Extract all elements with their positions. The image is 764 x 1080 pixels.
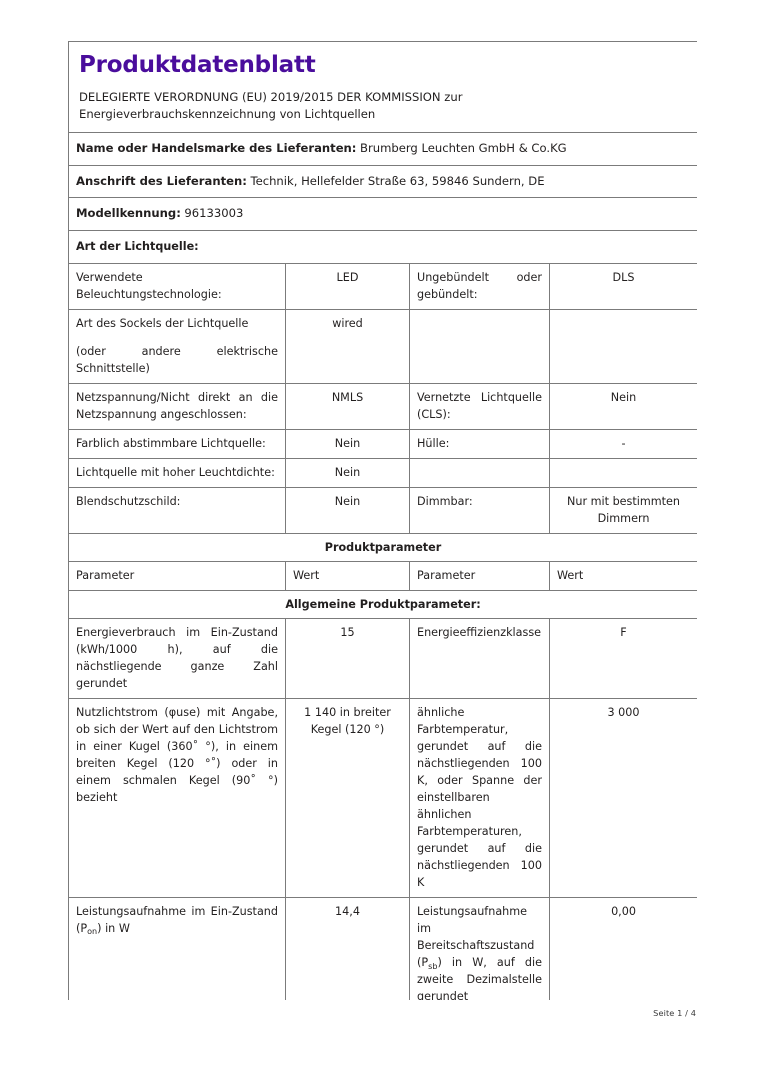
correlated-colour-temperature-label: ähnliche Farbtemperatur, gerundet auf di… <box>409 698 550 899</box>
mains-voltage-value: NMLS <box>285 382 410 430</box>
lighting-technology-value: LED <box>285 262 410 310</box>
power-on-label: Leistungsaufnahme im Ein-Zustand (Pon) i… <box>68 897 286 1000</box>
section-product-parameters-row: Produktparameter <box>68 532 697 562</box>
column-header-parameter-1: Parameter <box>68 560 286 591</box>
column-header-row: Parameter Wert Parameter Wert <box>68 560 697 591</box>
supplier-name-cell: Name oder Handelsmarke des Lieferanten: … <box>68 131 697 166</box>
power-standby-label: Leistungsaufnahme im Bereitschaftszustan… <box>409 897 550 1000</box>
useful-luminous-flux-value: 1 140 in breiter Kegel (120 °) <box>285 698 410 899</box>
supplier-address-value: Technik, Hellefelder Straße 63, 59846 Su… <box>250 173 545 188</box>
high-luminance-empty-label <box>409 457 550 488</box>
subtitle-line-2: Energieverbrauchskennzeichnung von Licht… <box>79 106 376 121</box>
colour-tunable-value: Nein <box>285 428 410 459</box>
section-light-source-type-label: Art der Lichtquelle: <box>68 229 697 264</box>
high-luminance-empty-value <box>548 457 697 488</box>
anti-glare-shield-value: Nein <box>285 486 410 534</box>
section-product-parameters-label: Produktparameter <box>68 532 697 562</box>
column-header-parameter-2: Parameter <box>409 560 550 591</box>
model-label: Modellkennung: <box>76 206 181 221</box>
supplier-address-cell: Anschrift des Lieferanten: Technik, Hell… <box>68 164 697 199</box>
page-footer: Seite 1 / 4 <box>653 1008 696 1018</box>
table-row: Netzspannung/Nicht direkt an die Netzspa… <box>68 382 697 430</box>
datasheet-table-wrapper: Produktdatenblatt DELEGIERTE VERORDNUNG … <box>68 41 697 1000</box>
power-on-value: 14,4 <box>285 897 410 1000</box>
table-row: Nutzlichtstrom (φuse) mit Angabe, ob sic… <box>68 698 697 899</box>
page-title: Produktdatenblatt <box>79 52 316 78</box>
colour-tunable-label: Farblich abstimmbare Lichtquelle: <box>68 428 286 459</box>
power-standby-label-part1: Leistungsaufnahme im Bereitschaftszustan… <box>417 905 535 970</box>
dimmable-value: Nur mit bestimmten Dimmern <box>548 486 697 534</box>
envelope-value: - <box>548 428 697 459</box>
power-on-label-part2: ) in W <box>97 922 130 936</box>
subtitle-line-1: DELEGIERTE VERORDNUNG (EU) 2019/2015 DER… <box>79 89 463 104</box>
socket-row-empty-label <box>409 308 550 384</box>
socket-type-label-line-1: Art des Sockels der Lichtquelle <box>76 316 249 330</box>
beam-type-label: Ungebündelt oder gebündelt: <box>409 262 550 310</box>
supplier-name-row: Name oder Handelsmarke des Lieferanten: … <box>68 131 697 166</box>
useful-luminous-flux-label: Nutzlichtstrom (φuse) mit Angabe, ob sic… <box>68 698 286 899</box>
energy-consumption-label: Energieverbrauch im Ein-Zustand (kWh/100… <box>68 617 286 700</box>
high-luminance-value: Nein <box>285 457 410 488</box>
section-general-parameters-row: Allgemeine Produktparameter: <box>68 589 697 619</box>
table-row: Blendschutzschild: Nein Dimmbar: Nur mit… <box>68 486 697 534</box>
energy-consumption-value: 15 <box>285 617 410 700</box>
high-luminance-label: Lichtquelle mit hoher Leuchtdichte: <box>68 457 286 488</box>
connected-light-source-label: Vernetzte Lichtquelle (CLS): <box>409 382 550 430</box>
table-row: Art des Sockels der Lichtquelle (oder an… <box>68 308 697 384</box>
power-on-label-part1: Leistungsaufnahme im Ein-Zustand (P <box>76 905 278 936</box>
table-row: Leistungsaufnahme im Ein-Zustand (Pon) i… <box>68 897 697 1000</box>
socket-type-label: Art des Sockels der Lichtquelle (oder an… <box>68 308 286 384</box>
table-row: Farblich abstimmbare Lichtquelle: Nein H… <box>68 428 697 459</box>
column-header-value-2: Wert <box>548 560 697 591</box>
column-header-value-1: Wert <box>285 560 410 591</box>
connected-light-source-value: Nein <box>548 382 697 430</box>
dimmable-label: Dimmbar: <box>409 486 550 534</box>
title-cell: Produktdatenblatt DELEGIERTE VERORDNUNG … <box>68 41 697 133</box>
supplier-name-value: Brumberg Leuchten GmbH & Co.KG <box>360 140 567 155</box>
power-standby-value: 0,00 <box>548 897 697 1000</box>
mains-voltage-label: Netzspannung/Nicht direkt an die Netzspa… <box>68 382 286 430</box>
envelope-label: Hülle: <box>409 428 550 459</box>
table-row: Lichtquelle mit hoher Leuchtdichte: Nein <box>68 457 697 488</box>
supplier-name-label: Name oder Handelsmarke des Lieferanten: <box>76 140 357 155</box>
anti-glare-shield-label: Blendschutzschild: <box>68 486 286 534</box>
model-value: 96133003 <box>184 206 244 221</box>
socket-row-empty-value <box>548 308 697 384</box>
beam-type-value: DLS <box>548 262 697 310</box>
supplier-address-label: Anschrift des Lieferanten: <box>76 173 247 188</box>
section-general-parameters-label: Allgemeine Produktparameter: <box>68 589 697 619</box>
socket-type-value: wired <box>285 308 410 384</box>
title-row: Produktdatenblatt DELEGIERTE VERORDNUNG … <box>68 41 697 133</box>
table-row: Verwendete Beleuchtungstechnologie: LED … <box>68 262 697 310</box>
energy-class-label: Energieeffizienzklasse <box>409 617 550 700</box>
lighting-technology-label: Verwendete Beleuchtungstechnologie: <box>68 262 286 310</box>
document-subtitle: DELEGIERTE VERORDNUNG (EU) 2019/2015 DER… <box>79 89 687 123</box>
energy-class-value: F <box>548 617 697 700</box>
supplier-address-row: Anschrift des Lieferanten: Technik, Hell… <box>68 164 697 199</box>
product-datasheet-table: Produktdatenblatt DELEGIERTE VERORDNUNG … <box>68 41 697 1000</box>
power-standby-label-part2: ) in W, auf die zweite Dezimalstelle ger… <box>417 956 542 1000</box>
table-row: Energieverbrauch im Ein-Zustand (kWh/100… <box>68 617 697 700</box>
correlated-colour-temperature-value: 3 000 <box>548 698 697 899</box>
power-standby-subscript: sb <box>428 961 438 971</box>
socket-type-label-line-2: (oder andere elektrische Schnittstelle) <box>76 344 278 375</box>
model-cell: Modellkennung: 96133003 <box>68 197 697 231</box>
power-on-subscript: on <box>87 927 98 937</box>
model-row: Modellkennung: 96133003 <box>68 197 697 231</box>
section-light-source-type-row: Art der Lichtquelle: <box>68 229 697 264</box>
